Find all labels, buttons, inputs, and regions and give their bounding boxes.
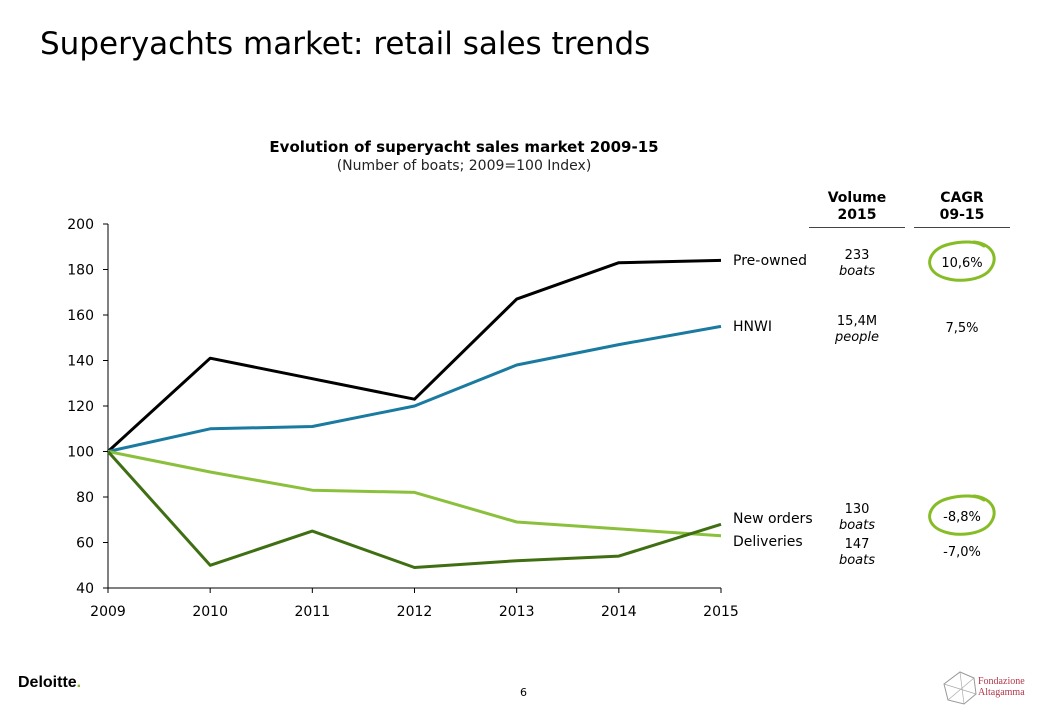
y-tick-label: 100 (67, 445, 94, 461)
series-label-hnwi: HNWI (733, 319, 772, 335)
y-tick-label: 120 (67, 399, 94, 415)
series-line-hnwi (107, 324, 722, 453)
y-tick-label: 60 (76, 536, 94, 552)
volume-deliveries: 147 boats (809, 537, 905, 569)
volume-unit: boats (838, 518, 876, 533)
y-tick-label: 140 (67, 354, 94, 370)
highlight-circle-pre-owned (928, 240, 996, 282)
highlight-circle-new-orders (928, 494, 996, 536)
volume-unit: boats (838, 264, 876, 279)
deloitte-logo-text: Deloitte (18, 674, 77, 691)
series-line-pre-owned (106, 258, 722, 453)
chart-title: Evolution of superyacht sales market 200… (269, 138, 659, 156)
y-tick-label: 160 (67, 308, 94, 324)
y-tick-label: 40 (76, 581, 94, 597)
series-label-pre-owned: Pre-owned (733, 253, 807, 269)
volume-column-header: Volume 2015 (809, 190, 905, 228)
y-tick-label: 180 (67, 263, 94, 279)
volume-hnwi: 15,4M people (809, 314, 905, 346)
volume-value: 15,4M (836, 314, 878, 329)
volume-value: 130 (844, 502, 870, 517)
altagamma-logo-icon (943, 671, 977, 705)
chart-subtitle: (Number of boats; 2009=100 Index) (336, 158, 592, 174)
volume-unit: people (834, 330, 880, 345)
altagamma-line2: Altagamma (978, 687, 1025, 698)
volume-new-orders: 130 boats (809, 502, 905, 534)
page-number: 6 (520, 686, 527, 699)
series-line-new-orders (106, 450, 722, 569)
series-label-deliveries: Deliveries (733, 534, 803, 550)
x-tick-label: 2014 (601, 604, 637, 620)
x-tick-label: 2010 (192, 604, 228, 620)
volume-unit: boats (838, 553, 876, 568)
page-title: Superyachts market: retail sales trends (40, 26, 651, 62)
volume-value: 233 (844, 248, 870, 263)
cagr-header-line1: CAGR (940, 190, 984, 206)
cagr-header-line2: 09-15 (939, 207, 985, 223)
volume-value: 147 (844, 537, 870, 552)
x-tick-label: 2011 (295, 604, 331, 620)
cagr-pre-owned: 10,6% (941, 256, 983, 271)
volume-pre-owned: 233 boats (809, 248, 905, 280)
altagamma-line1: Fondazione (978, 676, 1025, 687)
cagr-new-orders: -8,8% (943, 510, 981, 525)
altagamma-logo-text: Fondazione Altagamma (978, 676, 1025, 698)
cagr-column-header: CAGR 09-15 (914, 190, 1010, 228)
cagr-hnwi: 7,5% (945, 321, 979, 336)
x-tick-label: 2015 (703, 604, 739, 620)
y-tick-label: 80 (76, 490, 94, 506)
cagr-deliveries: -7,0% (943, 545, 981, 560)
y-tick-label: 200 (67, 217, 94, 233)
series-line-deliveries (107, 450, 722, 538)
series-label-new-orders: New orders (733, 511, 813, 527)
x-tick-label: 2009 (90, 604, 126, 620)
volume-header-line1: Volume (827, 190, 887, 206)
volume-header-line2: 2015 (837, 207, 877, 223)
x-tick-label: 2012 (397, 604, 433, 620)
x-tick-label: 2013 (499, 604, 535, 620)
deloitte-logo: Deloitte. (18, 674, 82, 691)
